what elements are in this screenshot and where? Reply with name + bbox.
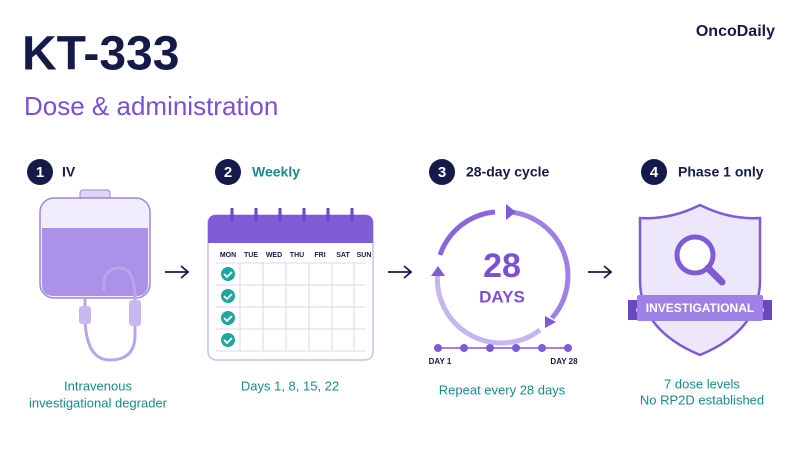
drip-chamber [79,306,91,324]
arrow [388,265,413,279]
weekday: FRI [314,252,325,259]
step-number: 1 [36,164,44,181]
step-caption: Intravenous [64,378,132,393]
shield: INVESTIGATIONAL [628,203,772,357]
calendar-header [208,215,373,243]
dose-checks [221,267,235,347]
cycle: 28 DAYS DAY 1 DAY 28 [429,204,578,366]
cycle-arc [437,209,496,256]
cycle-arc [509,209,571,320]
step-label: 28-day cycle [466,164,549,180]
title: KT-333 [22,28,179,81]
clamp [129,300,141,326]
magnifier [674,234,716,276]
step-number: 3 [438,164,446,181]
brand: OncoDaily [696,23,775,40]
step-3-header: 3 28-day cycle [429,159,549,185]
arrow [165,265,190,279]
step-badge [215,159,241,185]
cycle-number: 28 [483,247,521,285]
step-4-header: 4 Phase 1 only [641,159,764,185]
timeline-start: DAY 1 [429,357,452,366]
step-badge [27,159,53,185]
step-caption: Repeat every 28 days [439,382,566,397]
step-2-header: 2 Weekly [215,159,300,185]
step-caption: No RP2D established [640,392,764,407]
weekday: SUN [357,252,372,259]
step-1-header: 1 IV [27,159,76,185]
weekday: SAT [336,252,350,259]
liquid [42,228,148,296]
weekday: TUE [244,252,258,259]
weekday: WED [266,252,282,259]
step-badge [641,159,667,185]
subtitle: Dose & administration [24,91,278,121]
step-label: Weekly [252,164,300,180]
step-number: 2 [224,164,232,181]
step-label: IV [62,164,76,180]
timeline-end: DAY 28 [550,357,578,366]
weekday: THU [290,252,304,259]
calendar: MON TUE WED THU FRI SAT SUN [207,208,374,361]
cycle-arc [434,269,542,346]
step-label: Phase 1 only [678,164,764,180]
calendar-rings [230,208,354,222]
magnifier-handle [704,264,726,286]
step-caption: 7 dose levels [664,376,740,391]
iv-bag [39,189,151,362]
cycle-unit: DAYS [479,287,525,306]
step-number: 4 [650,164,659,181]
step-caption: investigational degrader [29,395,168,410]
timeline-dots [434,344,572,352]
arrow [588,265,613,279]
badge-text: INVESTIGATIONAL [646,301,754,315]
calendar-grid [216,262,366,352]
ribbon [637,295,763,321]
weekday: MON [220,252,236,259]
step-badge [429,159,455,185]
step-caption: Days 1, 8, 15, 22 [241,378,339,393]
